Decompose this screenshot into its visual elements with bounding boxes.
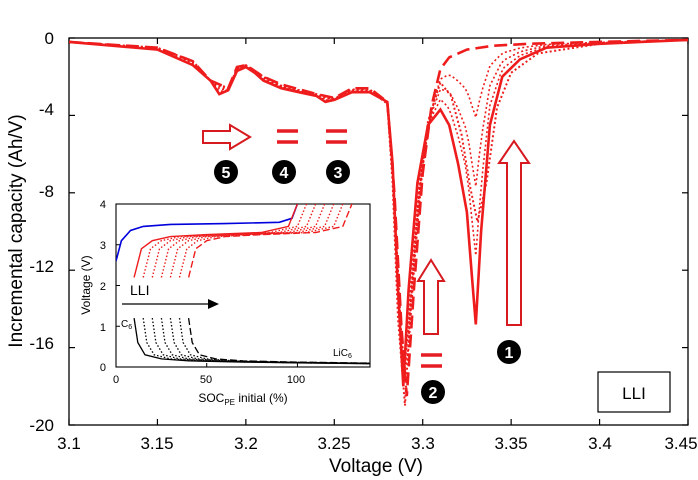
inset-series-group [116,204,370,365]
y-tick-label: 0 [45,29,54,48]
step2-equals-marker [421,353,442,368]
inset-cell-curve [142,204,308,278]
inset-pe-curve [116,204,299,262]
badge-1: 1 [497,340,521,364]
step2-up-arrow [416,258,446,335]
x-tick-label: 3.15 [140,434,173,453]
step1-up-arrow [497,139,531,326]
step4-equals-marker [277,129,298,144]
inset-y-tick-label: 4 [100,199,106,211]
x-tick-label: 3.45 [664,434,697,453]
badge-2-number: 2 [429,385,438,402]
inset-lli-arrow-head [208,299,219,309]
x-tick-label: 3.35 [494,434,527,453]
inset-chart: 0 1 2 3 4 0 50 100 Voltage (V) SOCPE ini… [76,190,374,415]
inset-x-tick-label: 0 [113,374,119,386]
x-tick-label: 3.4 [588,434,612,453]
badge-2: 2 [421,380,445,404]
badge-4-number: 4 [280,165,289,182]
plot-frame [68,37,689,426]
inset-lli-label: LLI [130,282,149,298]
main-series-group [69,38,688,406]
inset-y-axis-label: Voltage (V) [79,255,93,314]
inset-cell-curve [178,204,344,278]
lli-legend-text: LLI [622,384,646,403]
lli-legend-box: LLI [597,371,671,413]
x-tick-labels: 3.1 3.15 3.2 3.25 3.3 3.35 3.4 3.45 [57,434,697,453]
y-tick-label: -4 [39,100,54,119]
step5-right-arrow [202,123,252,151]
inset-x-tick-label: 100 [287,374,305,386]
y-tick-label: -8 [39,182,54,201]
x-tick-label: 3.2 [234,434,258,453]
inset-c6-label: C6 [121,319,132,331]
inset-cell-curve [160,204,326,278]
x-tick-label: 3.3 [411,434,435,453]
badge-3-number: 3 [334,165,343,182]
inset-y-tick-label: 0 [100,362,106,374]
y-tick-labels: 0 -4 -8 -12 -16 -20 [29,29,54,435]
inset-x-tick-label: 50 [200,374,212,386]
x-tick-label: 3.25 [317,434,350,453]
badge-3: 3 [326,160,350,184]
badge-1-number: 1 [505,345,514,362]
badge-5-number: 5 [222,165,231,182]
inset-y-tick-labels: 0 1 2 3 4 [100,199,106,374]
badge-5: 5 [214,160,238,184]
y-tick-label: -12 [29,257,54,276]
inset-cell-curve [151,204,317,278]
inset-y-tick-label: 1 [100,322,106,334]
inset-cell-curve [187,204,353,278]
inset-background [76,190,374,415]
inset-axis-ticks [115,203,298,368]
x-axis-label: Voltage (V) [329,456,423,477]
main-axis-ticks [68,37,689,426]
inset-y-tick-label: 2 [100,281,106,293]
step3-equals-marker [326,129,347,144]
inset-ne-curve [187,318,370,364]
y-tick-label: -20 [29,416,54,435]
y-axis-label: Incremental capacity (Ah/V) [6,114,27,347]
inset-curves [116,204,370,365]
series-solid-line [69,38,688,387]
inset-y-tick-label: 3 [100,240,106,252]
inset-lic6-label: LiC6 [333,348,352,360]
inset-x-tick-labels: 0 50 100 [113,374,305,386]
badge-4: 4 [272,160,296,184]
y-tick-label: -16 [29,334,54,353]
inset-x-axis-label: SOCPE initial (%) [198,391,287,407]
x-tick-label: 3.1 [57,434,81,453]
inset-cell-curve [169,204,335,278]
